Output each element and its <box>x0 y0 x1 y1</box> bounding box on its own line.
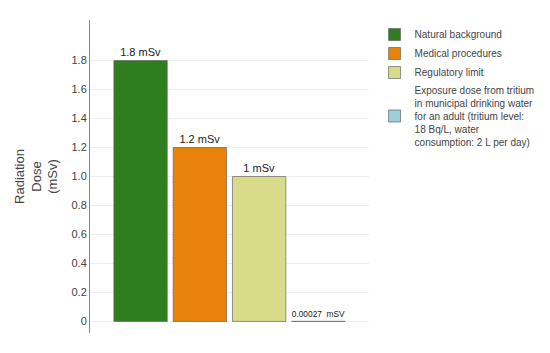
svg-text:1.8: 1.8 <box>72 54 87 66</box>
svg-text:1.8 mSv: 1.8 mSv <box>120 46 161 58</box>
svg-text:Natural background: Natural background <box>415 29 502 40</box>
svg-text:0.6: 0.6 <box>72 228 87 240</box>
svg-text:0.8: 0.8 <box>72 199 87 211</box>
svg-text:0.2: 0.2 <box>72 286 87 298</box>
svg-text:1.6: 1.6 <box>72 83 87 95</box>
svg-text:1.2: 1.2 <box>72 141 87 153</box>
svg-text:Medical procedures: Medical procedures <box>415 48 502 59</box>
svg-text:1 mSv: 1 mSv <box>243 162 275 174</box>
svg-text:Regulatory limit: Regulatory limit <box>415 67 484 78</box>
svg-text:Exposure dose from tritiumin m: Exposure dose from tritiumin municipal d… <box>415 85 534 148</box>
svg-text:0.4: 0.4 <box>72 257 87 269</box>
svg-text:1.0: 1.0 <box>72 170 87 182</box>
svg-text:0.00027 mSV: 0.00027 mSV <box>292 309 345 319</box>
svg-text:0: 0 <box>81 315 87 327</box>
svg-text:1.4: 1.4 <box>72 112 87 124</box>
svg-text:RadiationDose(mSv): RadiationDose(mSv) <box>12 149 61 204</box>
svg-text:1.2 mSv: 1.2 mSv <box>179 133 220 145</box>
